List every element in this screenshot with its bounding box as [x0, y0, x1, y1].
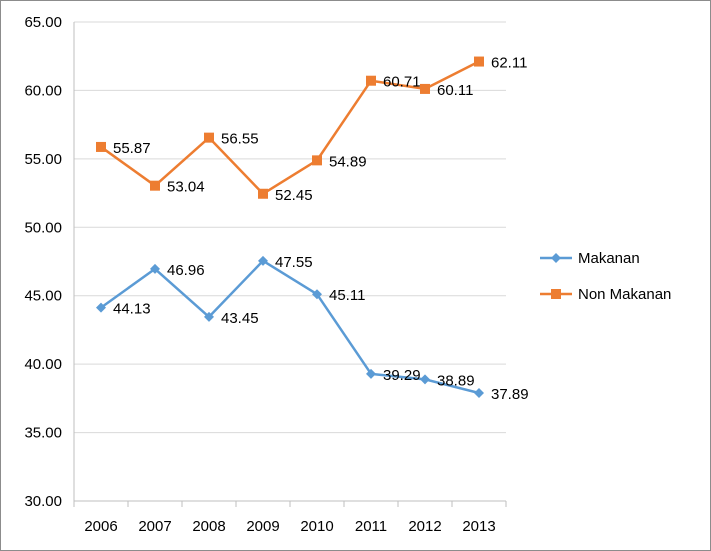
data-point-diamond — [204, 311, 214, 322]
legend-label: Makanan — [578, 250, 640, 267]
series-group: 44.13 46.96 43.45 47.55 45.11 39.29 38.89 37.89… — [96, 55, 529, 403]
x-tick-label: 2013 — [462, 518, 495, 535]
y-tick-label: 65.00 — [24, 14, 62, 31]
x-tick-label: 2007 — [138, 518, 171, 535]
y-tick-label: 40.00 — [24, 356, 62, 373]
x-tick-label: 2009 — [246, 518, 279, 535]
data-label: 56.55 — [221, 131, 259, 148]
series-line-non-makanan — [100, 60, 480, 196]
y-tick-label: 45.00 — [24, 288, 62, 305]
x-tick-label: 2011 — [355, 518, 387, 535]
data-label: 55.87 — [113, 140, 151, 157]
data-label: 54.89 — [329, 153, 367, 170]
data-point-diamond — [420, 374, 430, 385]
x-axis-ticks: 2006 2007 2008 2009 2010 2011 2012 2013 — [84, 518, 495, 535]
legend-marker-diamond — [551, 253, 561, 263]
data-label: 44.13 — [113, 301, 151, 318]
data-label: 43.45 — [221, 310, 259, 327]
data-label: 46.96 — [167, 262, 205, 279]
data-label: 37.89 — [491, 386, 529, 403]
data-label: 53.04 — [167, 179, 205, 196]
data-point-square — [96, 141, 106, 152]
data-point-diamond — [258, 255, 268, 266]
data-point-square — [204, 132, 214, 143]
data-label: 45.11 — [329, 287, 365, 304]
y-tick-label: 55.00 — [24, 151, 62, 168]
legend-label: Non Makanan — [578, 286, 671, 303]
axes — [73, 22, 507, 507]
x-tick-label: 2012 — [408, 518, 441, 535]
legend: Makanan Non Makanan — [540, 250, 671, 303]
data-point-diamond — [366, 368, 376, 379]
data-point-square — [474, 56, 484, 67]
y-tick-label: 50.00 — [24, 219, 62, 236]
data-point-square — [420, 83, 430, 94]
data-label: 38.89 — [437, 372, 475, 389]
y-tick-label: 60.00 — [24, 82, 62, 99]
y-tick-label: 30.00 — [24, 493, 62, 510]
data-point-square — [258, 188, 268, 199]
data-label: 39.29 — [383, 367, 421, 384]
data-label: 47.55 — [275, 254, 313, 271]
data-label: 60.71 — [383, 74, 421, 91]
x-tick-label: 2008 — [192, 518, 225, 535]
series-line-makanan — [100, 259, 480, 395]
legend-marker-square — [551, 289, 561, 299]
data-point-diamond — [312, 289, 322, 300]
x-tick-label: 2010 — [300, 518, 333, 535]
data-point-square — [366, 75, 376, 86]
data-label: 52.45 — [275, 187, 313, 204]
x-tick-label: 2006 — [84, 518, 117, 535]
data-point-square — [312, 155, 322, 166]
y-axis-ticks: 30.00 35.00 40.00 45.00 50.00 55.00 60.00 65.00 — [24, 14, 62, 510]
data-point-diamond — [150, 263, 160, 274]
gridlines — [74, 21, 506, 434]
data-label: 62.11 — [491, 55, 527, 72]
data-point-diamond — [96, 302, 106, 313]
y-tick-label: 35.00 — [24, 425, 62, 442]
data-point-square — [150, 180, 160, 191]
data-label: 60.11 — [437, 82, 473, 99]
data-point-diamond — [474, 388, 484, 399]
